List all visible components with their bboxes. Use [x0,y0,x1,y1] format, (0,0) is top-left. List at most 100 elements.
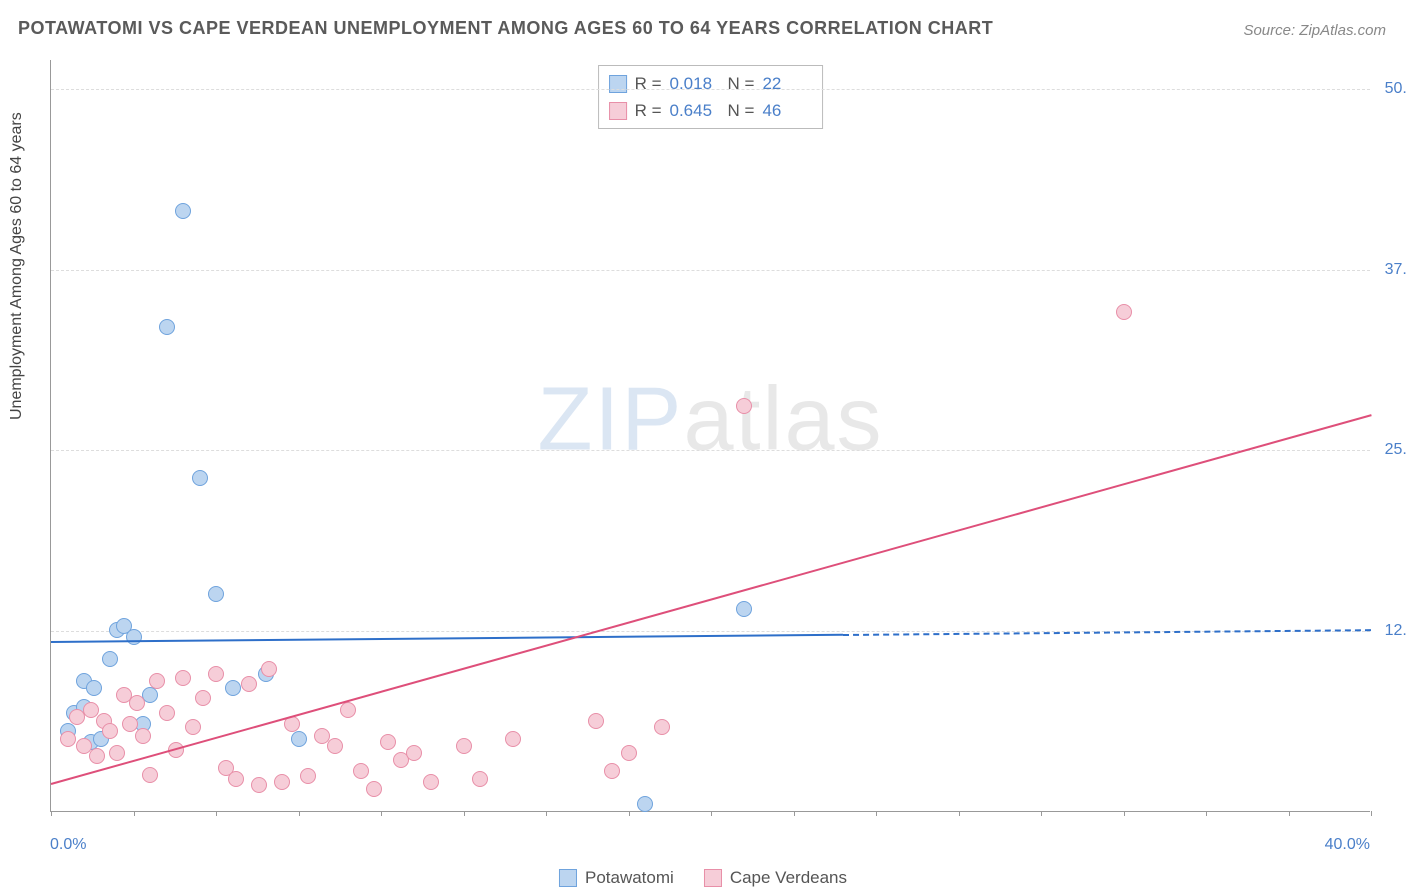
x-tick [381,811,382,816]
data-point [251,777,267,793]
data-point [192,470,208,486]
data-point [126,629,142,645]
data-point [86,680,102,696]
chart-title: POTAWATOMI VS CAPE VERDEAN UNEMPLOYMENT … [18,18,993,39]
data-point [135,728,151,744]
stats-row: R = 0.645 N = 46 [609,97,813,124]
x-tick [1041,811,1042,816]
data-point [195,690,211,706]
data-point [83,702,99,718]
x-tick [629,811,630,816]
x-tick [794,811,795,816]
r-label: R = [635,70,662,97]
watermark: ZIPatlas [537,369,883,472]
swatch-icon [704,869,722,887]
data-point [208,666,224,682]
x-tick [1289,811,1290,816]
data-point [327,738,343,754]
data-point [261,661,277,677]
trend-line [51,414,1372,785]
gridline [51,89,1370,90]
data-point [423,774,439,790]
data-point [621,745,637,761]
data-point [1116,304,1132,320]
data-point [142,767,158,783]
x-tick [464,811,465,816]
y-tick-label: 37.5% [1385,261,1406,279]
data-point [604,763,620,779]
x-tick [134,811,135,816]
source-attribution: Source: ZipAtlas.com [1243,22,1386,39]
data-point [340,702,356,718]
legend-item: Potawatomi [559,868,674,888]
y-tick-label: 50.0% [1385,80,1406,98]
legend-item: Cape Verdeans [704,868,847,888]
data-point [637,796,653,812]
data-point [225,680,241,696]
swatch-icon [559,869,577,887]
legend-label: Cape Verdeans [730,868,847,888]
data-point [89,748,105,764]
correlation-stats-box: R = 0.018 N = 22 R = 0.645 N = 46 [598,65,824,129]
data-point [159,319,175,335]
x-tick [1371,811,1372,816]
watermark-thin: atlas [683,370,883,470]
n-value: 22 [762,70,812,97]
x-tick [216,811,217,816]
r-value: 0.018 [670,70,720,97]
n-value: 46 [762,97,812,124]
data-point [654,719,670,735]
x-tick [299,811,300,816]
x-axis-max-label: 40.0% [1325,836,1370,854]
data-point [505,731,521,747]
watermark-bold: ZIP [537,370,683,470]
data-point [102,723,118,739]
data-point [185,719,201,735]
data-point [175,670,191,686]
x-tick [876,811,877,816]
trend-line [51,634,843,643]
gridline [51,450,1370,451]
x-tick [1124,811,1125,816]
data-point [300,768,316,784]
stats-row: R = 0.018 N = 22 [609,70,813,97]
x-tick [959,811,960,816]
data-point [366,781,382,797]
data-point [736,601,752,617]
x-axis-min-label: 0.0% [50,836,86,854]
data-point [175,203,191,219]
y-tick-label: 25.0% [1385,441,1406,459]
swatch-icon [609,102,627,120]
x-tick [711,811,712,816]
gridline [51,270,1370,271]
data-point [456,738,472,754]
data-point [291,731,307,747]
data-point [109,745,125,761]
data-point [122,716,138,732]
data-point [208,586,224,602]
legend: Potawatomi Cape Verdeans [559,868,847,888]
legend-label: Potawatomi [585,868,674,888]
data-point [736,398,752,414]
n-label: N = [728,70,755,97]
x-tick [1206,811,1207,816]
data-point [406,745,422,761]
data-point [102,651,118,667]
r-value: 0.645 [670,97,720,124]
data-point [241,676,257,692]
data-point [380,734,396,750]
data-point [353,763,369,779]
data-point [60,731,76,747]
x-tick [51,811,52,816]
x-tick [546,811,547,816]
data-point [274,774,290,790]
data-point [159,705,175,721]
n-label: N = [728,97,755,124]
scatter-plot-area: ZIPatlas R = 0.018 N = 22 R = 0.645 N = … [50,60,1370,812]
r-label: R = [635,97,662,124]
data-point [129,695,145,711]
data-point [472,771,488,787]
y-tick-label: 12.5% [1385,622,1406,640]
y-axis-label: Unemployment Among Ages 60 to 64 years [8,112,26,420]
data-point [228,771,244,787]
